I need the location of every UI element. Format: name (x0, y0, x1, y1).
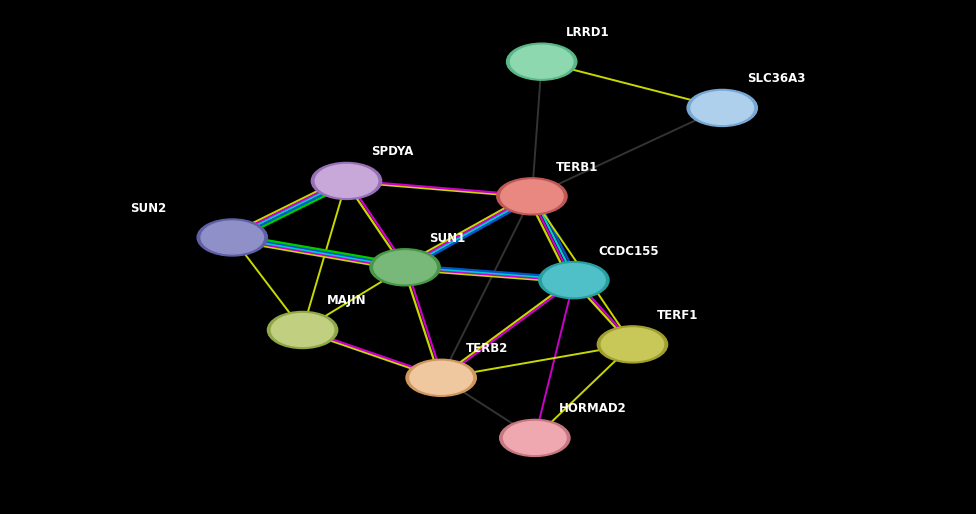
Text: TERB2: TERB2 (466, 342, 508, 355)
Circle shape (497, 178, 567, 215)
Text: HORMAD2: HORMAD2 (559, 402, 627, 415)
Circle shape (597, 326, 668, 363)
Circle shape (406, 359, 476, 396)
Circle shape (687, 89, 757, 126)
Circle shape (197, 219, 267, 256)
Circle shape (271, 314, 334, 346)
Text: TERF1: TERF1 (657, 309, 698, 322)
Circle shape (691, 91, 753, 124)
Circle shape (410, 361, 472, 394)
Circle shape (504, 421, 566, 454)
Text: SUN2: SUN2 (130, 202, 166, 215)
Text: TERB1: TERB1 (556, 161, 598, 174)
Circle shape (501, 180, 563, 213)
Circle shape (201, 221, 264, 254)
Text: SUN1: SUN1 (429, 232, 466, 245)
Circle shape (374, 251, 436, 284)
Circle shape (601, 328, 664, 361)
Circle shape (500, 419, 570, 456)
Circle shape (510, 45, 573, 78)
Circle shape (539, 262, 609, 299)
Text: MAJIN: MAJIN (327, 295, 367, 307)
Text: SPDYA: SPDYA (371, 145, 413, 158)
Circle shape (507, 43, 577, 80)
Circle shape (311, 162, 382, 199)
Circle shape (267, 311, 338, 348)
Text: SLC36A3: SLC36A3 (747, 72, 805, 85)
Circle shape (543, 264, 605, 297)
Circle shape (315, 164, 378, 197)
Circle shape (370, 249, 440, 286)
Text: CCDC155: CCDC155 (598, 245, 659, 258)
Text: LRRD1: LRRD1 (566, 26, 610, 39)
